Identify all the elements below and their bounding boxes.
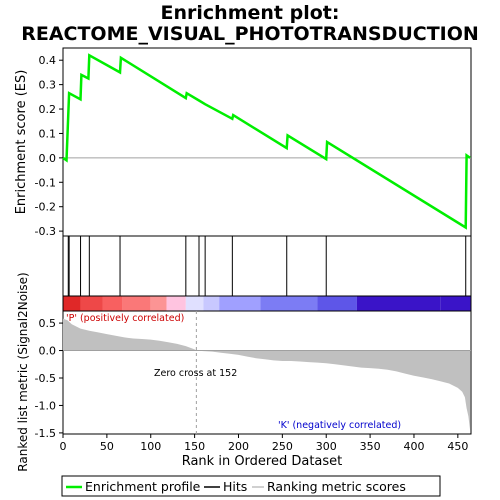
metric-y-axis-label: Ranked list metric (Signal2Noise) xyxy=(16,272,30,471)
heatmap-segment xyxy=(80,296,103,311)
metric-y-axis: -1.5 -1.0 -0.5 0.0 0.5 xyxy=(35,317,63,440)
es-panel-frame xyxy=(62,47,472,237)
legend-frame xyxy=(61,475,441,497)
x-tick-label: 200 xyxy=(228,440,249,453)
heatmap-segment xyxy=(102,296,123,311)
es-y-axis: -0.3 -0.2 -0.1 0.0 0.1 0.2 0.3 0.4 xyxy=(35,54,63,238)
metric-y-tick-label: 0.5 xyxy=(39,317,57,330)
heatmap-segment xyxy=(203,296,220,311)
x-tick-label: 150 xyxy=(184,440,205,453)
heatmap-segment xyxy=(356,296,441,311)
zero-cross-label: Zero cross at 152 xyxy=(154,368,237,379)
es-y-tick-label: 0.1 xyxy=(39,127,57,140)
x-tick-label: 450 xyxy=(447,440,468,453)
x-axis-label: Rank in Ordered Dataset xyxy=(182,454,343,469)
metric-x-axis: 0 50 100 150 200 250 300 350 400 450 xyxy=(60,434,468,453)
legend-label-ranking-metric: Ranking metric scores xyxy=(267,479,406,494)
legend-label-enrichment-profile: Enrichment profile xyxy=(85,479,201,494)
positive-correlated-label: 'P' (positively correlated) xyxy=(66,313,184,324)
es-y-tick-label: 0.4 xyxy=(39,54,57,67)
x-tick-label: 250 xyxy=(272,440,293,453)
heatmap-segment xyxy=(166,296,186,311)
metric-y-tick-label: -1.0 xyxy=(35,399,56,412)
x-tick-label: 0 xyxy=(60,440,67,453)
heatmap-segment xyxy=(63,296,81,311)
hits-panel-frame xyxy=(62,235,472,297)
rank-heatmap-bar xyxy=(63,296,471,311)
enrichment-profile-line xyxy=(62,53,471,230)
es-y-axis-label: Enrichment score (ES) xyxy=(14,70,29,215)
heatmap-segment xyxy=(185,296,204,311)
metric-y-tick-label: -0.5 xyxy=(35,372,56,385)
heatmap-segment xyxy=(260,296,318,311)
es-y-tick-label: -0.1 xyxy=(35,176,56,189)
es-y-tick-label: 0.2 xyxy=(39,103,57,116)
es-y-tick-label: -0.2 xyxy=(35,201,56,214)
metric-y-tick-label: -1.5 xyxy=(35,427,56,440)
x-tick-label: 300 xyxy=(316,440,337,453)
x-tick-label: 350 xyxy=(360,440,381,453)
metric-y-tick-label: 0.0 xyxy=(39,345,57,358)
heatmap-segment xyxy=(440,296,471,311)
x-tick-label: 100 xyxy=(140,440,161,453)
heatmap-segment xyxy=(317,296,357,311)
ranking-metric-area xyxy=(63,318,471,431)
heatmap-segment xyxy=(150,296,167,311)
es-y-tick-label: -0.3 xyxy=(35,225,56,238)
x-tick-label: 400 xyxy=(403,440,424,453)
heatmap-segment xyxy=(219,296,261,311)
legend-label-hits: Hits xyxy=(223,479,247,494)
chart-title-line-2: REACTOME_VISUAL_PHOTOTRANSDUCTION xyxy=(21,23,479,45)
hits-marks xyxy=(67,236,467,296)
es-y-tick-label: 0.3 xyxy=(39,79,57,92)
es-y-tick-label: 0.0 xyxy=(39,152,57,165)
legend: Enrichment profile Hits Ranking metric s… xyxy=(61,475,441,497)
negative-correlated-label: 'K' (negatively correlated) xyxy=(278,420,401,431)
title-block: Enrichment plot: REACTOME_VISUAL_PHOTOTR… xyxy=(21,2,479,45)
heatmap-segment xyxy=(122,296,151,311)
chart-title-line-1: Enrichment plot: xyxy=(161,2,340,24)
x-tick-label: 50 xyxy=(100,440,114,453)
